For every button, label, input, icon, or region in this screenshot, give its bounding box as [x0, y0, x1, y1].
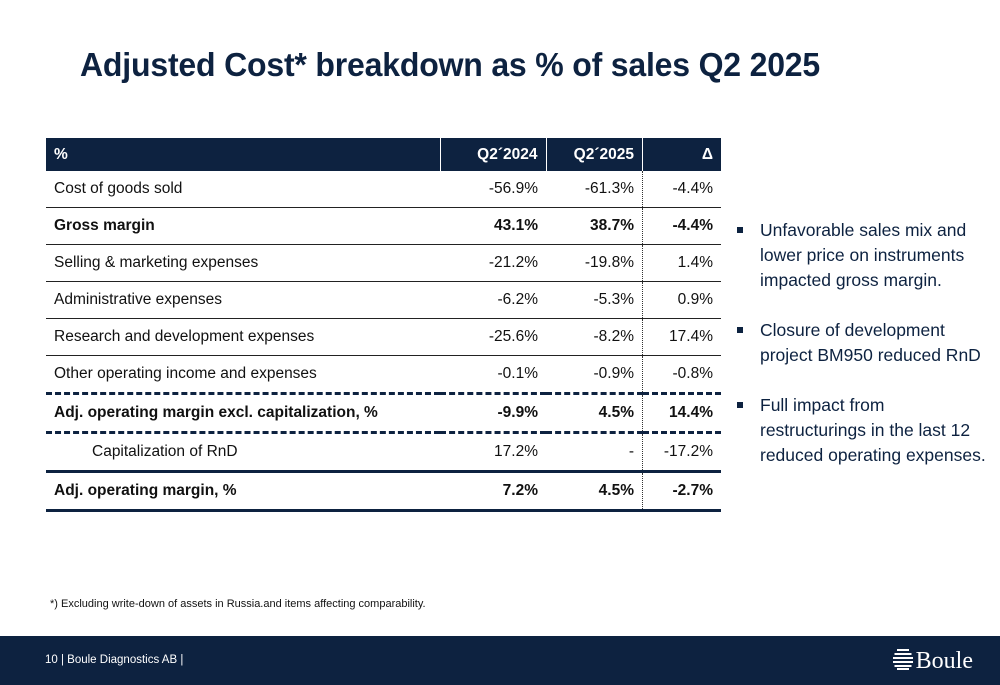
footer-text: 10 | Boule Diagnostics AB |: [45, 654, 184, 666]
header-q2-2024: Q2´2024: [440, 138, 547, 171]
cell-q2-2024: 17.2%: [440, 432, 546, 472]
cell-q2-2025: 4.5%: [546, 470, 643, 512]
header-delta: Δ: [642, 138, 721, 171]
cost-breakdown-table: % Q2´2024 Q2´2025 Δ Cost of goods sold -…: [46, 138, 721, 512]
table-row: Adj. operating margin excl. capitalizati…: [46, 392, 721, 434]
cell-delta: -2.7%: [642, 470, 721, 512]
table-row: Capitalization of RnD 17.2% - -17.2%: [46, 432, 721, 472]
table-row: Administrative expenses -6.2% -5.3% 0.9%: [46, 281, 721, 319]
table-row: Research and development expenses -25.6%…: [46, 318, 721, 356]
cell-q2-2025: -19.8%: [546, 244, 643, 282]
cell-q2-2024: -21.2%: [440, 244, 546, 282]
table-header-row: % Q2´2024 Q2´2025 Δ: [46, 138, 721, 171]
table-row: Cost of goods sold -56.9% -61.3% -4.4%: [46, 171, 721, 208]
bullet-item: Full impact from restructurings in the l…: [735, 393, 995, 468]
commentary-bullets: Unfavorable sales mix and lower price on…: [735, 218, 995, 493]
cell-q2-2025: -: [546, 432, 643, 472]
cell-delta: -17.2%: [642, 432, 721, 472]
cell-delta: 0.9%: [642, 281, 721, 319]
bullet-item: Closure of development project BM950 red…: [735, 318, 995, 368]
cell-q2-2025: -5.3%: [546, 281, 643, 319]
cell-q2-2024: 43.1%: [440, 207, 546, 245]
row-label: Capitalization of RnD: [46, 432, 440, 472]
row-label: Adj. operating margin excl. capitalizati…: [46, 392, 440, 434]
bullet-item: Unfavorable sales mix and lower price on…: [735, 218, 995, 293]
cell-q2-2024: -9.9%: [440, 392, 546, 434]
cell-delta: 17.4%: [642, 318, 721, 356]
cell-q2-2025: -61.3%: [546, 171, 643, 208]
cell-delta: 1.4%: [642, 244, 721, 282]
cell-q2-2025: 4.5%: [546, 392, 643, 434]
row-label: Selling & marketing expenses: [46, 244, 440, 282]
header-percent: %: [46, 138, 441, 171]
cell-q2-2024: -25.6%: [440, 318, 546, 356]
footer-bar: 10 | Boule Diagnostics AB | Boule: [0, 636, 1000, 685]
cell-q2-2024: -0.1%: [440, 355, 546, 394]
row-label: Gross margin: [46, 207, 440, 245]
slide-title: Adjusted Cost* breakdown as % of sales Q…: [80, 46, 821, 83]
header-q2-2025: Q2´2025: [546, 138, 643, 171]
footnote: *) Excluding write-down of assets in Rus…: [50, 598, 426, 610]
table-row: Other operating income and expenses -0.1…: [46, 355, 721, 394]
table-row: Gross margin 43.1% 38.7% -4.4%: [46, 207, 721, 245]
boule-logo-text: Boule: [915, 648, 973, 674]
cell-delta: -4.4%: [642, 207, 721, 245]
row-label: Administrative expenses: [46, 281, 440, 319]
cell-q2-2025: -0.9%: [546, 355, 643, 394]
table-row: Adj. operating margin, % 7.2% 4.5% -2.7%: [46, 470, 721, 512]
cell-q2-2024: -6.2%: [440, 281, 546, 319]
row-label: Cost of goods sold: [46, 171, 440, 208]
cell-delta: 14.4%: [642, 392, 721, 434]
cell-delta: -4.4%: [642, 171, 721, 208]
row-label: Other operating income and expenses: [46, 355, 440, 394]
cell-q2-2024: -56.9%: [440, 171, 546, 208]
table-row: Selling & marketing expenses -21.2% -19.…: [46, 244, 721, 282]
cell-delta: -0.8%: [642, 355, 721, 394]
boule-logo-icon: [892, 648, 913, 675]
row-label: Adj. operating margin, %: [46, 470, 440, 512]
boule-logo: Boule: [892, 648, 973, 675]
cell-q2-2024: 7.2%: [440, 470, 546, 512]
cell-q2-2025: -8.2%: [546, 318, 643, 356]
cell-q2-2025: 38.7%: [546, 207, 643, 245]
row-label: Research and development expenses: [46, 318, 440, 356]
